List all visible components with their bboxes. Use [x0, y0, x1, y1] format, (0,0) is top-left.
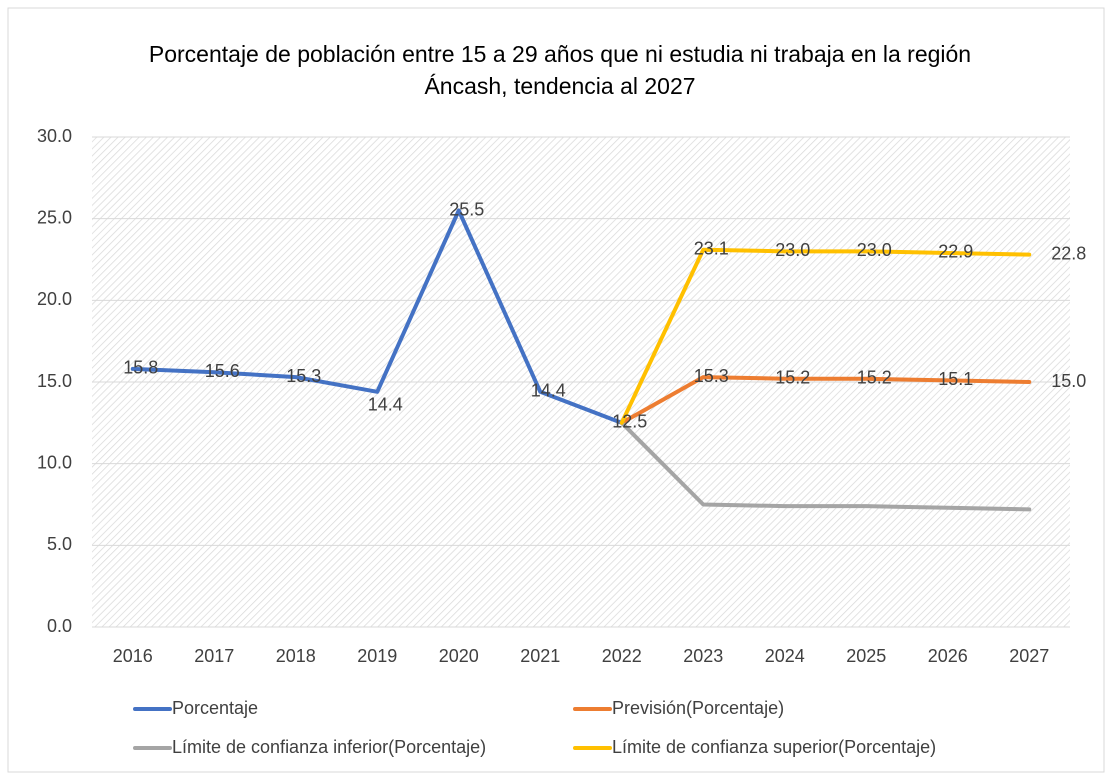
- x-tick-label: 2025: [846, 646, 886, 666]
- y-tick-label: 25.0: [37, 207, 72, 227]
- data-label: 15.6: [205, 361, 240, 381]
- series-line: [619, 247, 1032, 425]
- x-tick-label: 2016: [113, 646, 153, 666]
- data-label: 14.4: [531, 381, 566, 401]
- y-tick-label: 15.0: [37, 371, 72, 391]
- data-label: 15.2: [857, 367, 892, 387]
- legend-label: Límite de confianza superior(Porcentaje): [612, 737, 936, 757]
- series-line: [130, 208, 624, 425]
- data-label: 15.0: [1051, 371, 1086, 391]
- x-tick-label: 2027: [1009, 646, 1049, 666]
- data-label: 22.8: [1051, 243, 1086, 263]
- y-tick-label: 0.0: [47, 616, 72, 636]
- data-label: 15.3: [286, 366, 321, 386]
- series-line: [619, 420, 1032, 512]
- data-label: 15.8: [123, 358, 158, 378]
- x-tick-label: 2024: [765, 646, 805, 666]
- data-label: 23.1: [694, 238, 729, 258]
- y-tick-label: 10.0: [37, 452, 72, 472]
- y-tick-label: 30.0: [37, 126, 72, 146]
- data-label: 25.5: [449, 199, 484, 219]
- data-label: 12.5: [612, 412, 647, 432]
- x-tick-label: 2018: [276, 646, 316, 666]
- chart-border: [7, 7, 1105, 773]
- series-line: [619, 375, 1032, 425]
- legend-label: Previsión(Porcentaje): [612, 698, 784, 718]
- data-label: 15.2: [775, 367, 810, 387]
- data-label: 14.4: [368, 395, 403, 415]
- chart-title: Porcentaje de población entre 15 a 29 añ…: [148, 41, 972, 99]
- data-label: 15.3: [694, 366, 729, 386]
- legend-label: Límite de confianza inferior(Porcentaje): [172, 737, 486, 757]
- data-label: 15.1: [938, 369, 973, 389]
- x-tick-label: 2026: [928, 646, 968, 666]
- x-tick-label: 2019: [357, 646, 397, 666]
- y-tick-label: 20.0: [37, 289, 72, 309]
- data-label: 23.0: [775, 240, 810, 260]
- data-label: 23.0: [857, 240, 892, 260]
- data-label: 22.9: [938, 242, 973, 262]
- y-tick-label: 5.0: [47, 534, 72, 554]
- x-tick-label: 2017: [194, 646, 234, 666]
- x-tick-label: 2023: [683, 646, 723, 666]
- x-tick-label: 2022: [602, 646, 642, 666]
- x-tick-label: 2021: [520, 646, 560, 666]
- legend-label: Porcentaje: [172, 698, 258, 718]
- x-tick-label: 2020: [439, 646, 479, 666]
